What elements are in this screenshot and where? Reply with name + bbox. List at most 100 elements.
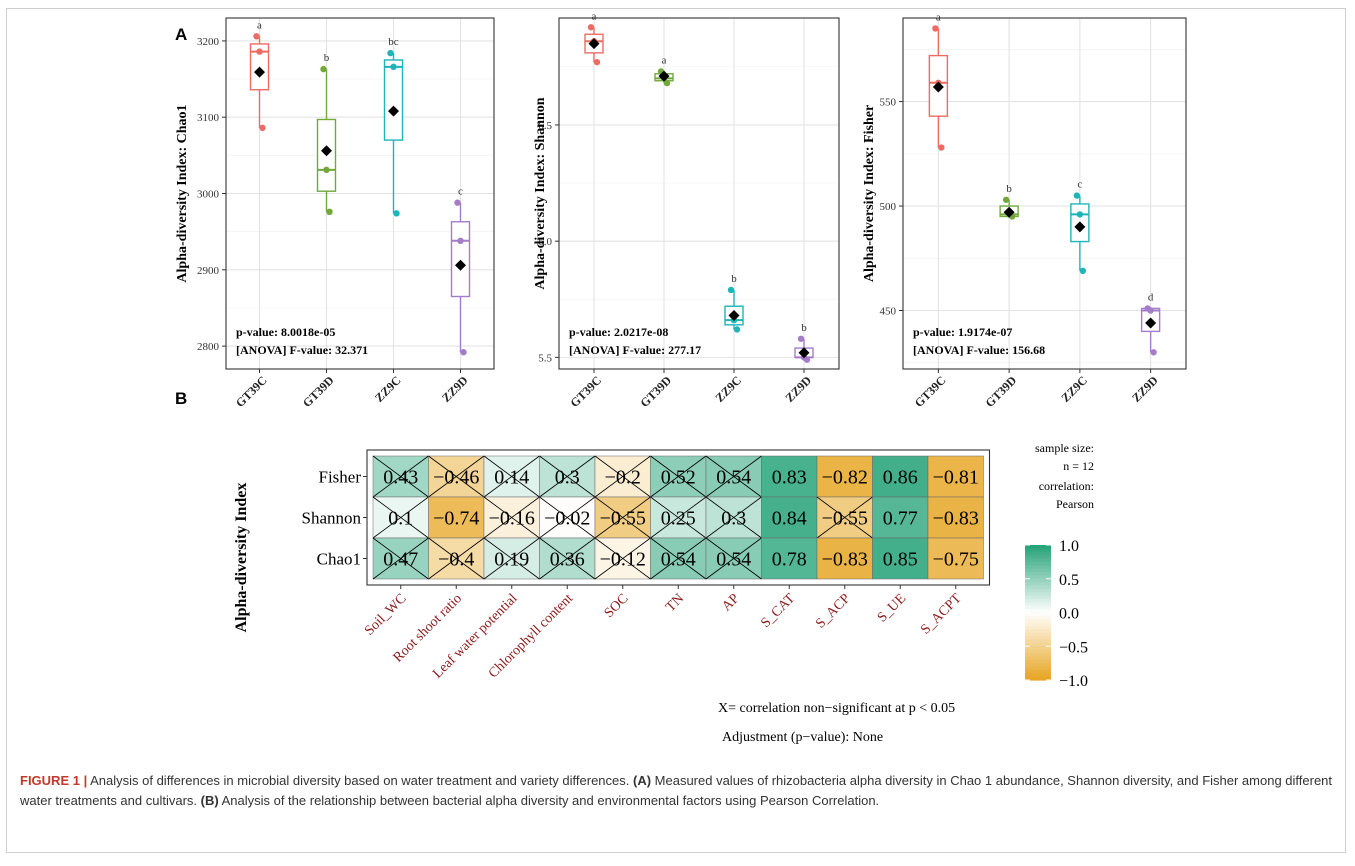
heatmap-column-label: S_UE bbox=[875, 591, 909, 625]
caption-text-1: Analysis of differences in microbial div… bbox=[87, 773, 633, 788]
legend-tick-label: −1.0 bbox=[1059, 673, 1088, 690]
mean-marker bbox=[321, 145, 332, 157]
x-tick-label: ZZ9C bbox=[713, 373, 745, 405]
data-point bbox=[326, 208, 333, 216]
data-point bbox=[797, 335, 805, 342]
significance-letter: b bbox=[801, 322, 807, 334]
non-significant-cross bbox=[483, 496, 540, 539]
legend-color-step bbox=[1025, 659, 1051, 664]
heatmap-cell: −0.16 bbox=[483, 496, 540, 539]
mean-marker bbox=[798, 347, 810, 359]
y-tick-label: 3100 bbox=[197, 112, 220, 124]
heatmap-value-label: 0.84 bbox=[772, 508, 807, 530]
data-point bbox=[938, 144, 945, 151]
legend-color-step bbox=[1025, 636, 1051, 641]
heatmap-value-label: 0.54 bbox=[716, 467, 751, 489]
data-point bbox=[256, 48, 263, 55]
legend-color-step bbox=[1025, 639, 1051, 644]
y-tick-label: 450 bbox=[880, 306, 897, 318]
heatmap-value-label: −0.46 bbox=[433, 467, 479, 489]
y-tick-label: 6.5 bbox=[538, 120, 552, 132]
heatmap-cell: −0.75 bbox=[927, 537, 984, 580]
y-tick-label: 2800 bbox=[197, 341, 220, 353]
legend-color-step bbox=[1025, 588, 1051, 593]
box-iqr bbox=[383, 59, 404, 141]
data-point bbox=[320, 65, 327, 73]
legend-tick-label: 1.0 bbox=[1059, 538, 1079, 555]
x-tick-label: ZZ9D bbox=[783, 373, 815, 405]
heatmap-cell: 0.3 bbox=[539, 455, 596, 498]
legend-color-step bbox=[1025, 599, 1051, 603]
legend-color-step bbox=[1025, 605, 1051, 610]
data-point bbox=[1079, 267, 1087, 275]
heatmap-value-label: −0.2 bbox=[605, 467, 641, 489]
heatmap-cell-fill bbox=[872, 537, 929, 580]
heatmap-cell-fill bbox=[761, 537, 818, 580]
heatmap-value-label: −0.75 bbox=[933, 549, 979, 571]
legend-tick-label: 0.5 bbox=[1059, 572, 1079, 589]
heatmap-value-label: 0.77 bbox=[883, 508, 918, 530]
heatmap-value-label: −0.4 bbox=[438, 549, 474, 571]
box-zz9c: bc bbox=[383, 36, 404, 217]
heatmap-value-label: 0.54 bbox=[716, 549, 751, 571]
legend-info-line: Pearson bbox=[1056, 497, 1094, 511]
legend-color-step bbox=[1025, 642, 1051, 647]
data-point bbox=[1147, 307, 1154, 314]
legend-color-step bbox=[1025, 615, 1051, 620]
data-point bbox=[1150, 349, 1157, 356]
legend-color-step bbox=[1025, 578, 1051, 583]
heatmap-cell-fill bbox=[927, 496, 984, 539]
non-significant-cross bbox=[594, 537, 651, 580]
f-value-label: [ANOVA] F-value: 156.68 bbox=[913, 343, 1045, 357]
legend-color-step bbox=[1025, 561, 1051, 566]
heatmap-cell: −0.4 bbox=[428, 537, 485, 580]
data-point bbox=[393, 210, 400, 217]
non-significant-cross bbox=[428, 537, 485, 580]
legend-color-step bbox=[1025, 626, 1051, 630]
heatmap-value-label: 0.3 bbox=[721, 508, 746, 530]
heatmap-column-label: SOC bbox=[602, 591, 632, 621]
heatmap-row-label: Shannon bbox=[302, 509, 362, 528]
legend-color-step bbox=[1025, 666, 1051, 671]
heatmap-row-label: Fisher bbox=[319, 468, 362, 487]
heatmap-value-label: 0.25 bbox=[661, 508, 696, 530]
non-significant-cross bbox=[483, 537, 540, 580]
data-point bbox=[323, 166, 330, 174]
legend-color-step bbox=[1025, 555, 1051, 560]
heatmap-value-label: 0.3 bbox=[555, 467, 580, 489]
heatmap-cell: 0.86 bbox=[872, 455, 929, 498]
non-significant-cross bbox=[539, 496, 596, 539]
legend-color-step bbox=[1025, 612, 1051, 617]
non-significant-cross bbox=[372, 537, 429, 580]
heatmap-cell: −0.55 bbox=[594, 496, 651, 539]
heatmap-cell: 0.25 bbox=[650, 496, 707, 539]
heatmap-cell-fill bbox=[816, 455, 873, 498]
non-significant-cross bbox=[594, 455, 651, 498]
legend-color-step bbox=[1025, 656, 1051, 661]
heatmap-cell: −0.46 bbox=[428, 455, 485, 498]
heatmap-cell-fill bbox=[872, 496, 929, 539]
heatmap-cell: −0.81 bbox=[927, 455, 984, 498]
heatmap-cell: 0.3 bbox=[705, 496, 762, 539]
data-point bbox=[460, 349, 467, 356]
heatmap-column-label: AP bbox=[719, 591, 742, 614]
heatmap-cell: 0.36 bbox=[539, 537, 596, 580]
non-significant-cross bbox=[539, 537, 596, 580]
heatmap-cell: −0.83 bbox=[816, 537, 873, 580]
caption-tag-a: (A) bbox=[633, 773, 652, 788]
x-tick-label: GT39C bbox=[567, 373, 604, 410]
data-point bbox=[932, 25, 939, 32]
heatmap-cell-fill bbox=[761, 496, 818, 539]
non-significant-cross bbox=[705, 537, 762, 580]
f-value-label: [ANOVA] F-value: 277.17 bbox=[569, 343, 701, 357]
box-gt39d: a bbox=[654, 54, 674, 87]
heatmap-cell: −0.2 bbox=[594, 455, 651, 498]
chao1-boxplot: 2800 2900 3000 3100 3200 a GT39C b GT39D bc ZZ9C c Z… bbox=[175, 17, 495, 410]
x-tick-label: ZZ9C bbox=[372, 373, 404, 405]
box-zz9d: c bbox=[450, 186, 471, 356]
legend-color-step bbox=[1025, 619, 1051, 624]
legend-color-step bbox=[1025, 582, 1051, 587]
heatmap-cell: 0.1 bbox=[372, 496, 429, 539]
figure-frame bbox=[6, 8, 1346, 853]
non-significant-cross bbox=[428, 455, 485, 498]
